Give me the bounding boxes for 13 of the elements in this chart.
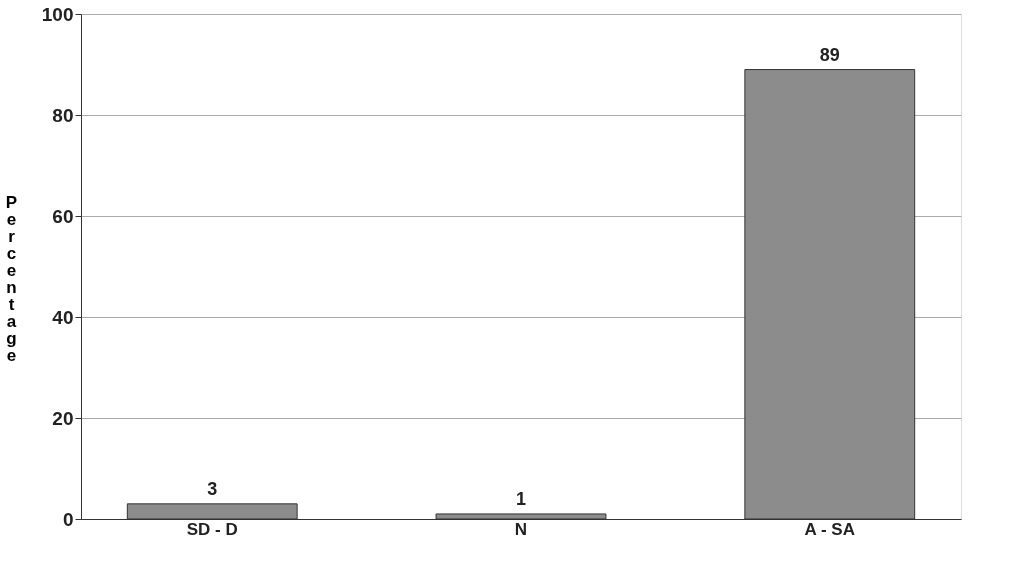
- x-tick-label: A - SA: [804, 519, 855, 539]
- x-tick-label: SD - D: [186, 519, 238, 539]
- y-tick-label: 20: [52, 407, 74, 429]
- y-tick-label: 0: [62, 508, 74, 530]
- x-tick-label: N: [514, 519, 528, 539]
- y-tick-label: 40: [52, 306, 74, 328]
- y-tick-label: 80: [52, 104, 74, 126]
- text: Percentage: [5, 192, 18, 365]
- y-tick-label: 100: [41, 3, 74, 25]
- data-label: 1: [515, 488, 527, 509]
- data-label: 89: [819, 44, 840, 65]
- data-label: 3: [207, 478, 218, 499]
- y-tick-label: 60: [52, 205, 74, 227]
